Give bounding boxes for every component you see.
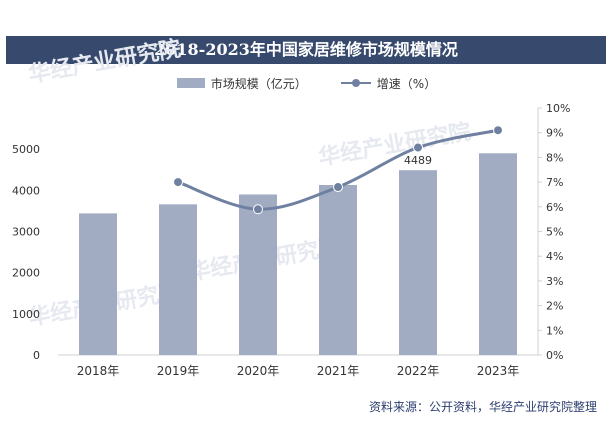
y-right-tick-label: 4%	[546, 250, 563, 263]
growth-point-0	[173, 177, 183, 188]
y-right-tick-label: 6%	[546, 201, 563, 214]
y-right-tick-label: 7%	[546, 176, 563, 189]
y-left-tick-label: 2000	[12, 267, 40, 280]
x-tick-label: 2020年	[237, 364, 280, 378]
growth-point-3	[413, 142, 423, 153]
x-tick-label: 2019年	[157, 364, 200, 378]
y-right-tick-label: 10%	[546, 102, 570, 115]
data-label-0: 4489	[404, 154, 432, 167]
bar-3	[319, 184, 357, 355]
y-right-tick-label: 5%	[546, 226, 563, 239]
y-right-tick-label: 2%	[546, 300, 563, 313]
y-left-tick-label: 5000	[12, 143, 40, 156]
bar-2	[239, 194, 277, 355]
y-left-tick-label: 1000	[12, 308, 40, 321]
watermark-text-0: 华经产业研究院	[27, 36, 183, 88]
legend: 市场规模（亿元） 增速（%）	[0, 74, 613, 92]
legend-item-line: 增速（%）	[340, 75, 437, 92]
legend-swatch-bar	[176, 78, 205, 88]
legend-label-line: 增速（%）	[376, 76, 437, 91]
x-tick-label: 2022年	[397, 364, 440, 378]
y-left-tick-label: 4000	[12, 184, 40, 197]
x-tick-label: 2018年	[77, 364, 120, 378]
y-right-tick-label: 3%	[546, 275, 563, 288]
x-tick-label: 2021年	[317, 364, 360, 378]
bar-1	[159, 204, 197, 355]
bar-0	[79, 213, 117, 355]
y-left-tick-label: 3000	[12, 226, 40, 239]
legend-item-bar: 市场规模（亿元）	[176, 75, 307, 92]
growth-point-4	[493, 125, 503, 136]
y-right-tick-label: 1%	[546, 324, 563, 337]
y-left-tick-label: 0	[33, 349, 40, 362]
bar-5	[479, 153, 517, 355]
growth-point-2	[333, 182, 343, 193]
y-right-tick-label: 0%	[546, 349, 563, 362]
watermark-text-1: 华经产业研究院	[317, 119, 473, 171]
growth-point-1	[253, 204, 263, 215]
chart-title: 2018-2023年中国家居维修市场规模情况	[6, 36, 606, 64]
y-right-tick-label: 8%	[546, 151, 563, 164]
source-note: 资料来源：公开资料，华经产业研究院整理	[368, 400, 597, 414]
x-tick-label: 2023年	[477, 364, 520, 378]
legend-swatch-line	[340, 78, 371, 88]
legend-label-bar: 市场规模（亿元）	[210, 76, 307, 91]
bar-4	[399, 170, 437, 355]
y-right-tick-label: 9%	[546, 127, 563, 140]
